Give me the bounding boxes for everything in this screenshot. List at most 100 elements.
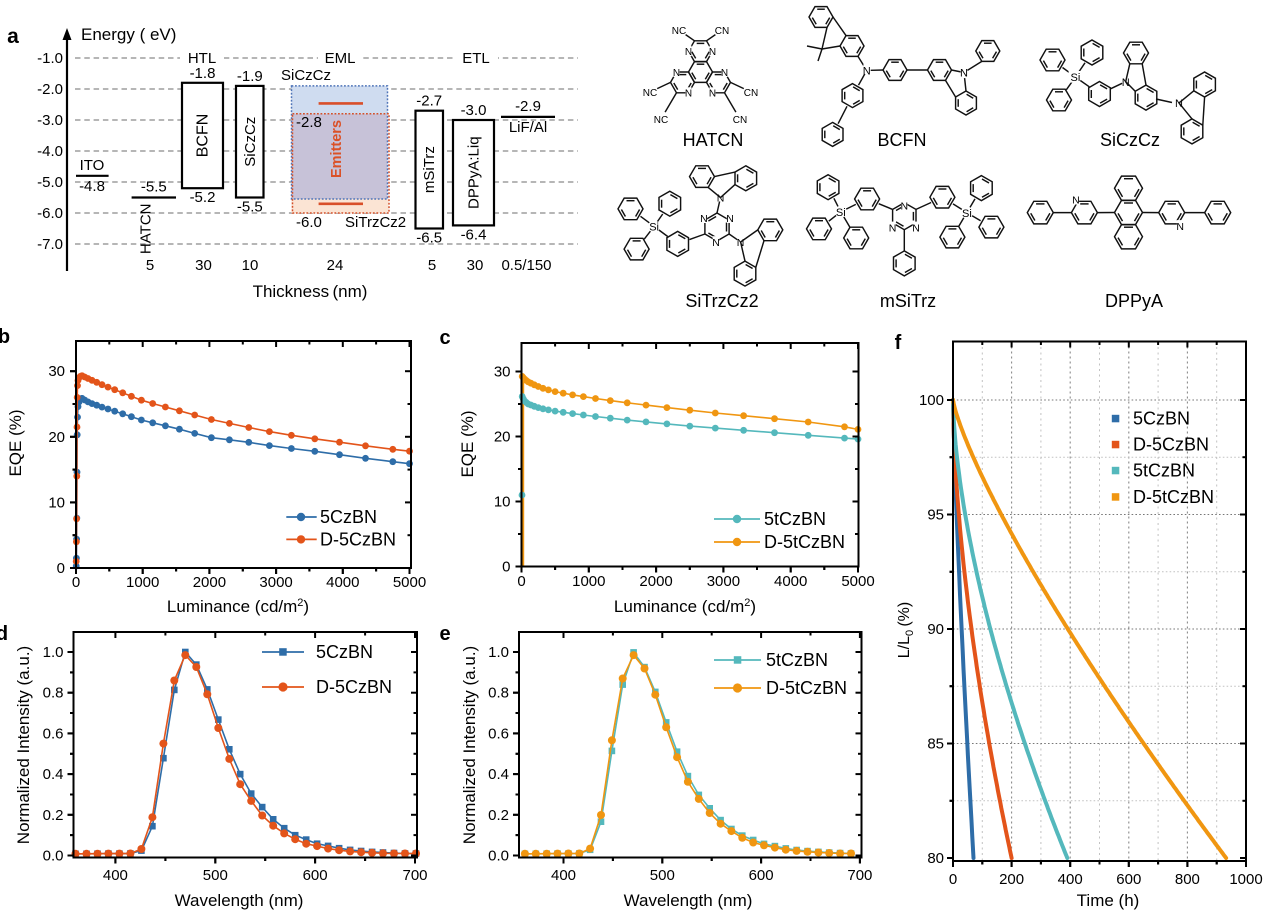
svg-text:24: 24	[327, 257, 344, 274]
svg-text:Luminance (cd/m2): Luminance (cd/m2)	[167, 597, 309, 616]
svg-text:5tCzBN: 5tCzBN	[766, 650, 828, 670]
svg-text:Thickness (nm): Thickness (nm)	[253, 282, 368, 301]
svg-text:-5.0: -5.0	[37, 174, 63, 191]
svg-text:-5.5: -5.5	[141, 179, 167, 196]
svg-text:BCFN: BCFN	[878, 130, 927, 150]
svg-text:b: b	[0, 326, 10, 348]
svg-text:SiCzCz: SiCzCz	[281, 67, 331, 84]
svg-text:-5.5: -5.5	[237, 199, 263, 216]
svg-text:D-5CzBN: D-5CzBN	[320, 529, 396, 549]
svg-text:-7.0: -7.0	[37, 236, 63, 253]
svg-text:30: 30	[467, 257, 484, 274]
svg-text:0.4: 0.4	[488, 766, 509, 783]
svg-text:-1.8: -1.8	[190, 65, 216, 82]
svg-text:600: 600	[1116, 871, 1141, 888]
svg-text:N: N	[685, 47, 692, 58]
svg-text:EQE (%): EQE (%)	[6, 409, 25, 476]
svg-text:-3.0: -3.0	[461, 102, 487, 119]
svg-text:-2.0: -2.0	[37, 81, 63, 98]
svg-text:0: 0	[949, 871, 957, 888]
svg-text:0.8: 0.8	[43, 685, 64, 702]
svg-text:D-5tCzBN: D-5tCzBN	[764, 532, 845, 552]
svg-text:ITO: ITO	[80, 157, 105, 174]
svg-text:400: 400	[103, 867, 128, 884]
svg-text:10: 10	[494, 494, 511, 511]
svg-text:-4.8: -4.8	[79, 178, 105, 195]
svg-text:5tCzBN: 5tCzBN	[764, 509, 826, 529]
svg-text:-1.0: -1.0	[37, 50, 63, 67]
svg-text:200: 200	[999, 871, 1024, 888]
svg-text:HATCN: HATCN	[683, 130, 744, 150]
svg-text:f: f	[895, 332, 902, 354]
svg-text:-6.5: -6.5	[416, 230, 442, 247]
svg-text:-2.9: -2.9	[515, 98, 541, 115]
svg-text:d: d	[0, 623, 8, 645]
svg-text:N: N	[700, 213, 708, 225]
svg-text:0.0: 0.0	[43, 848, 64, 865]
svg-text:20: 20	[48, 429, 65, 446]
svg-text:-5.2: -5.2	[190, 189, 216, 206]
svg-text:N: N	[1176, 221, 1184, 233]
svg-text:DPPyA: DPPyA	[1105, 291, 1163, 311]
svg-text:1.0: 1.0	[43, 644, 64, 661]
svg-text:-3.0: -3.0	[37, 112, 63, 129]
svg-text:85: 85	[927, 736, 944, 753]
svg-text:N: N	[901, 201, 909, 213]
svg-text:N: N	[960, 68, 968, 80]
svg-text:N: N	[712, 237, 720, 249]
svg-text:800: 800	[1175, 871, 1200, 888]
svg-text:EML: EML	[325, 50, 356, 67]
svg-text:c: c	[439, 327, 450, 349]
svg-text:0: 0	[57, 560, 65, 577]
svg-text:N: N	[1072, 194, 1080, 206]
svg-text:600: 600	[303, 867, 328, 884]
svg-text:Wavelength (nm): Wavelength (nm)	[624, 891, 753, 910]
svg-text:1.0: 1.0	[488, 644, 509, 661]
svg-text:-6.0: -6.0	[296, 214, 322, 231]
svg-text:-2.8: -2.8	[296, 114, 322, 131]
svg-text:5CzBN: 5CzBN	[316, 642, 373, 662]
svg-text:HATCN: HATCN	[138, 204, 155, 255]
svg-text:5: 5	[428, 257, 436, 274]
svg-text:0.2: 0.2	[488, 807, 509, 824]
svg-text:2000: 2000	[639, 573, 672, 590]
svg-text:SiCzCz: SiCzCz	[1100, 130, 1160, 150]
svg-text:SiCzCz: SiCzCz	[242, 117, 259, 167]
svg-text:0: 0	[502, 559, 510, 576]
svg-text:5000: 5000	[393, 574, 426, 591]
svg-text:Energy ( eV): Energy ( eV)	[81, 25, 176, 44]
svg-text:Si: Si	[1071, 72, 1081, 84]
svg-text:400: 400	[551, 867, 576, 884]
svg-text:500: 500	[203, 867, 228, 884]
svg-text:95: 95	[927, 507, 944, 524]
svg-text:mSiTrz: mSiTrz	[880, 291, 936, 311]
svg-text:5tCzBN: 5tCzBN	[1133, 461, 1195, 481]
svg-text:0.0: 0.0	[488, 848, 509, 865]
svg-text:N: N	[912, 222, 920, 234]
svg-text:EQE (%): EQE (%)	[458, 410, 477, 477]
svg-text:80: 80	[927, 850, 944, 867]
svg-text:CN: CN	[715, 26, 729, 37]
svg-text:0.5/150: 0.5/150	[501, 257, 551, 274]
svg-text:700: 700	[402, 867, 427, 884]
svg-text:LiF/Al: LiF/Al	[509, 119, 547, 136]
svg-text:0.2: 0.2	[43, 807, 64, 824]
svg-text:mSiTrz: mSiTrz	[421, 146, 438, 193]
svg-text:600: 600	[749, 867, 774, 884]
svg-text:700: 700	[847, 867, 872, 884]
svg-text:N: N	[726, 213, 734, 225]
svg-text:N: N	[673, 68, 680, 79]
svg-text:NC: NC	[643, 88, 657, 99]
svg-text:CN: CN	[733, 115, 747, 126]
svg-text:5CzBN: 5CzBN	[1133, 409, 1190, 429]
svg-text:N: N	[709, 47, 716, 58]
svg-text:4000: 4000	[326, 574, 359, 591]
svg-text:-1.9: -1.9	[237, 68, 263, 85]
svg-text:N: N	[709, 89, 716, 100]
svg-text:400: 400	[1058, 871, 1083, 888]
svg-text:10: 10	[48, 494, 65, 511]
svg-text:0: 0	[517, 573, 525, 590]
svg-text:2000: 2000	[193, 574, 226, 591]
svg-text:10: 10	[242, 257, 259, 274]
svg-text:Normalized Intensity (a.u.): Normalized Intensity (a.u.)	[460, 646, 479, 844]
